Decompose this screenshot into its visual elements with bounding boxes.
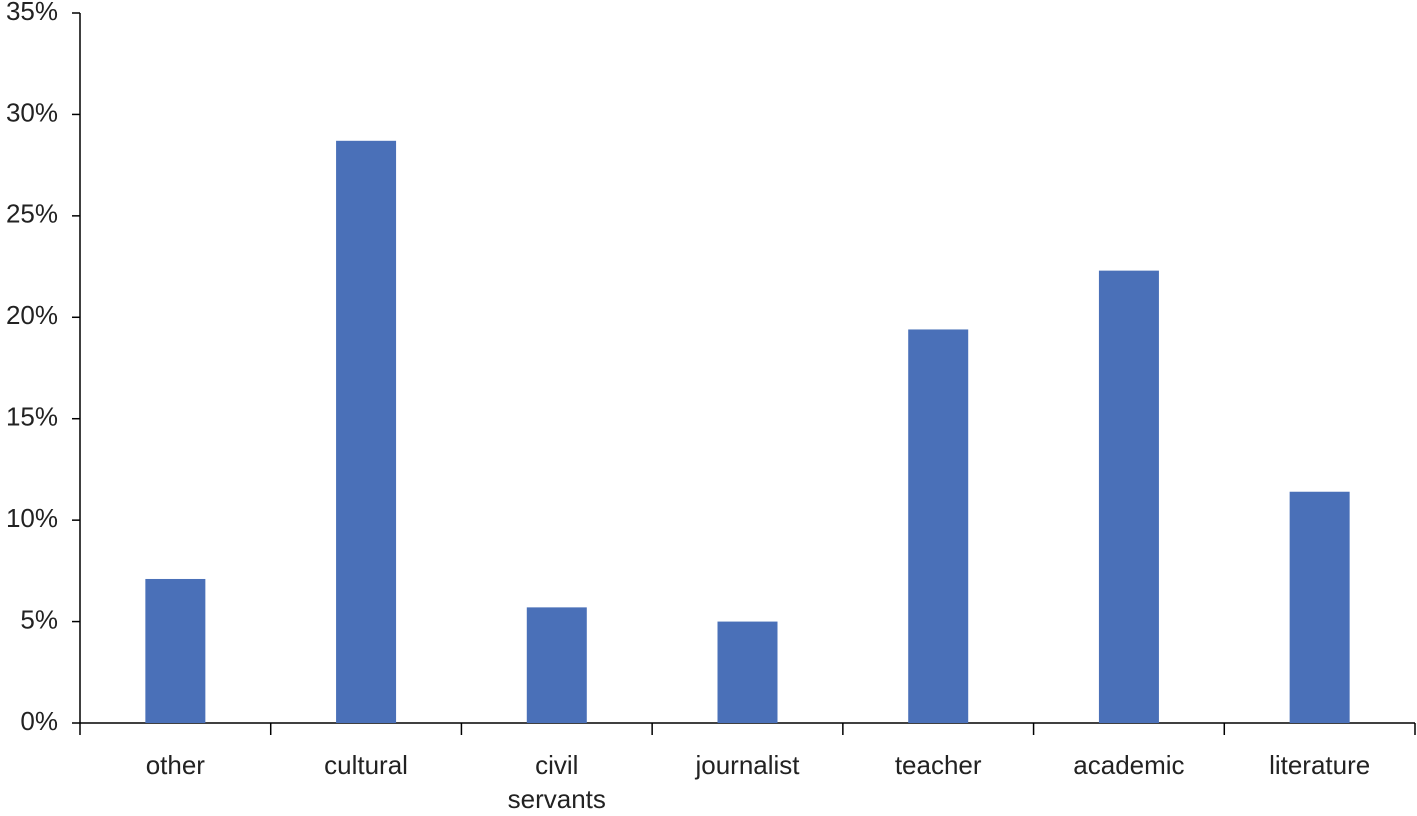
y-tick-label: 0%	[20, 706, 58, 736]
x-tick-label: teacher	[894, 750, 982, 780]
y-tick-label: 30%	[6, 97, 58, 127]
bar	[1289, 491, 1350, 723]
bar	[908, 329, 969, 723]
bar	[526, 607, 587, 723]
x-tick-label: civil servants	[507, 750, 606, 814]
y-tick-label: 5%	[20, 604, 58, 634]
x-tick-label: journalist	[695, 750, 800, 780]
y-tick-label: 35%	[6, 0, 58, 26]
bar	[1098, 270, 1159, 723]
y-tick-label: 25%	[6, 199, 58, 229]
y-tick-label: 10%	[6, 503, 58, 533]
bar	[145, 578, 206, 723]
bar	[717, 621, 778, 723]
x-tick-label: literature	[1269, 750, 1371, 780]
x-tick-label: other	[145, 750, 205, 780]
y-tick-label: 20%	[6, 300, 58, 330]
bar	[336, 140, 397, 724]
x-tick-label: academic	[1073, 750, 1185, 780]
x-tick-label: cultural	[324, 750, 408, 780]
y-tick-label: 15%	[6, 402, 58, 432]
